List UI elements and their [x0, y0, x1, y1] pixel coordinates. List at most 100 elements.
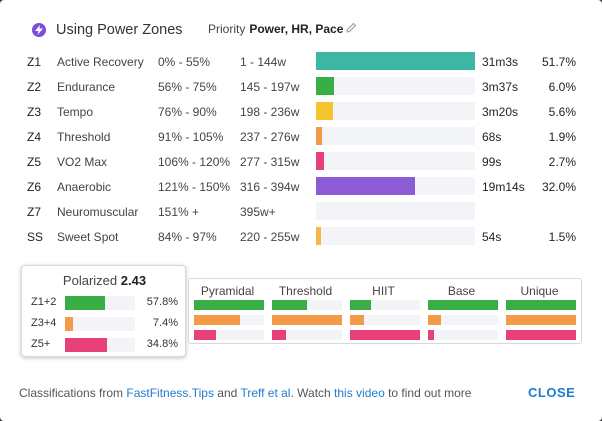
polarized-card: Polarized 2.43 Z1+2 57.8% Z3+4 7.4% Z5+ 34.8%: [21, 265, 186, 357]
classification-pyramidal: Pyramidal: [189, 279, 266, 345]
polarized-bar-fill: [65, 338, 107, 352]
classification-bar-fill: [194, 315, 240, 325]
zone-bar: [316, 202, 475, 220]
polarized-title: Polarized 2.43: [62, 273, 147, 288]
zone-percent-range: 0% - 55%: [158, 55, 211, 69]
dialog-header: Using Power Zones: [32, 20, 183, 40]
polarized-row-label: Z1+2: [31, 296, 57, 308]
zone-percent-range: 151% +: [158, 205, 200, 219]
polarized-row-label: Z5+: [31, 338, 51, 350]
zone-bar-fill: [316, 127, 322, 145]
zone-bar: [316, 77, 475, 95]
lightning-bolt-icon: [32, 23, 46, 37]
zone-bar-fill: [316, 102, 333, 120]
zone-bar-fill: [316, 227, 321, 245]
classification-bar-fill: [272, 300, 307, 310]
zone-percent-range: 91% - 105%: [158, 130, 224, 144]
classification-label: HIIT: [372, 284, 395, 298]
zone-row: SS Sweet Spot 84% - 97% 220 - 255w 54s 1.5%: [0, 224, 602, 249]
zone-bar-fill: [316, 77, 335, 95]
classification-bar: [272, 315, 342, 325]
priority-label: Priority: [208, 22, 246, 36]
zone-bar-fill: [316, 177, 415, 195]
classification-bar-fill: [506, 300, 576, 310]
classification-label: Pyramidal: [200, 284, 255, 298]
video-link[interactable]: this video: [334, 386, 385, 400]
classification-bar: [506, 330, 576, 340]
zone-row: Z4 Threshold 91% - 105% 237 - 276w 68s 1.9%: [0, 124, 602, 149]
classification-bar-fill: [428, 315, 441, 325]
zone-code: Z1: [27, 55, 42, 69]
zone-name: VO2 Max: [57, 155, 108, 169]
polarized-bar-fill: [65, 317, 74, 331]
dialog-title: Using Power Zones: [56, 22, 183, 38]
fastfitness-link[interactable]: FastFitness.Tips: [126, 386, 214, 400]
polarized-index: 2.43: [120, 273, 147, 288]
polarized-row-value: 34.8%: [146, 338, 178, 350]
treff-link[interactable]: Treff et al: [240, 386, 291, 400]
classification-bar: [428, 300, 498, 310]
zone-time: 19m14s: [482, 180, 525, 194]
zone-bar: [316, 152, 475, 170]
zone-share: 51.7%: [541, 55, 576, 69]
zone-time: 99s: [482, 155, 502, 169]
polarized-row-label: Z3+4: [31, 317, 57, 329]
zone-bar: [316, 227, 475, 245]
zone-row: Z6 Anaerobic 121% - 150% 316 - 394w 19m14s 32…: [0, 174, 602, 199]
classification-bar-fill: [428, 330, 434, 340]
zone-time: 68s: [482, 130, 502, 144]
pencil-edit-icon[interactable]: [346, 22, 357, 36]
zone-time: 3m20s: [482, 105, 519, 119]
polarized-bar: [65, 317, 135, 331]
classification-bar: [194, 315, 264, 325]
classification-bar: [194, 300, 264, 310]
zone-watt-range: 198 - 236w: [240, 105, 300, 119]
zone-row: Z3 Tempo 76% - 90% 198 - 236w 3m20s 5.6%: [0, 99, 602, 124]
classification-label: Base: [447, 284, 476, 298]
classification-bar-fill: [350, 330, 420, 340]
zone-row: Z7 Neuromuscular 151% + 395w+: [0, 199, 602, 224]
zone-code: Z5: [27, 155, 42, 169]
classification-bar-fill: [350, 300, 371, 310]
zone-watt-range: 220 - 255w: [240, 230, 300, 244]
classification-threshold: Threshold: [267, 279, 344, 345]
close-button[interactable]: CLOSE: [528, 385, 576, 400]
zone-share: 32.0%: [541, 180, 576, 194]
zone-watt-range: 316 - 394w: [240, 180, 300, 194]
zone-row: Z5 VO2 Max 106% - 120% 277 - 315w 99s 2.7%: [0, 149, 602, 174]
zone-share: 1.5%: [548, 230, 576, 244]
zone-code: Z6: [27, 180, 42, 194]
classification-bar-fill: [194, 300, 264, 310]
zone-bar: [316, 177, 475, 195]
classification-bar-fill: [428, 300, 498, 310]
priority-setting[interactable]: Priority Power, HR, Pace: [208, 22, 357, 36]
zone-code: Z4: [27, 130, 42, 144]
classification-bar: [506, 300, 576, 310]
zone-code: Z2: [27, 80, 42, 94]
polarized-row-value: 57.8%: [146, 296, 178, 308]
classification-bar-fill: [350, 315, 364, 325]
zone-name: Threshold: [57, 130, 111, 144]
zone-bar: [316, 52, 475, 70]
zone-bar-fill: [316, 52, 475, 70]
zone-watt-range: 145 - 197w: [240, 80, 300, 94]
footer-text: Classifications from FastFitness.Tips an…: [19, 386, 472, 400]
classification-bar-fill: [506, 315, 576, 325]
zone-percent-range: 84% - 97%: [158, 230, 217, 244]
zone-name: Anaerobic: [57, 180, 112, 194]
zone-percent-range: 121% - 150%: [158, 180, 231, 194]
zone-code: Z7: [27, 205, 42, 219]
classification-bar: [428, 330, 498, 340]
classification-hiit: HIIT: [345, 279, 422, 345]
classification-bar-fill: [272, 330, 286, 340]
zone-code: Z3: [27, 105, 42, 119]
zone-percent-range: 106% - 120%: [158, 155, 231, 169]
zone-share: 6.0%: [548, 80, 576, 94]
classification-label: Threshold: [278, 284, 333, 298]
polarized-bar: [65, 296, 135, 310]
classification-bar: [350, 315, 420, 325]
classification-bar-fill: [272, 315, 342, 325]
classification-bar: [428, 315, 498, 325]
polarized-bar: [65, 338, 135, 352]
